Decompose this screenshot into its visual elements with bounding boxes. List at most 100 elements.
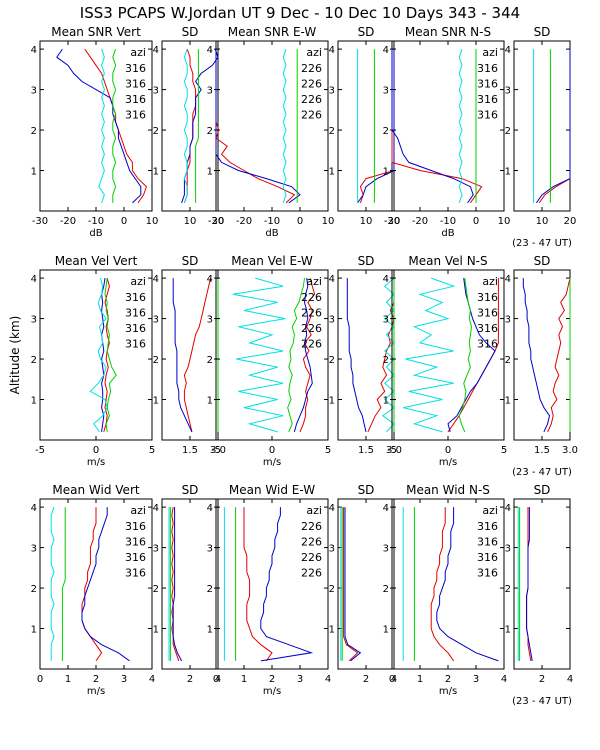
series-line-red [430,507,455,662]
main-ytick-label: 3 [31,86,37,97]
main-xtick-label: 3 [297,674,303,685]
sd-title: SD [534,25,551,39]
main-ytick-label: 1 [383,625,389,636]
series-line-green [112,48,117,203]
main-xtick-label: 2 [445,674,451,685]
legend-entry: 226 [301,520,322,533]
panel-mean-snr-vert: Mean SNR Vert 1 2 3 4 -30 -20 -10 0 10 dB azi 316 316… [31,25,225,239]
main-ytick-label: 2 [207,355,213,366]
y-axis-label: Altitude (km) [8,316,22,395]
main-ytick-label: 4 [207,45,213,56]
sd-ytick-label: 4 [153,274,159,285]
series-line-green [287,278,305,433]
x-axis-unit: dB [441,228,454,239]
sd-ytick-label: 3 [329,544,335,555]
main-xtick-label: 0 [213,674,219,685]
legend-header: azi [482,504,498,517]
legend-entry: 226 [301,93,322,106]
legend-entry: 226 [301,109,322,122]
sd-xtick-label: 2 [187,674,193,685]
main-xtick-label: 2 [93,674,99,685]
x-axis-unit: m/s [439,686,457,697]
panel-mean-vel-n-s: Mean Vel N-S 1 2 3 4 -5 0 5 m/s azi 316 316 316 316 SD… [383,254,578,478]
x-axis-unit: m/s [439,457,457,468]
sd-ytick-label: 3 [505,315,511,326]
main-xtick-label: 10 [498,216,511,227]
main-xtick-label: 0 [297,216,303,227]
legend-entry: 316 [125,62,146,75]
main-ytick-label: 1 [31,625,37,636]
sd-ytick-label: 3 [153,315,159,326]
panel-title: Mean Wid E-W [229,483,315,497]
panel-title: Mean SNR E-W [228,25,317,39]
sd-ytick-label: 1 [329,625,335,636]
legend-header: azi [482,275,498,288]
legend-header: azi [130,46,146,59]
sd-series-line-blue [172,507,183,662]
series-line-blue [293,278,313,433]
main-ytick-label: 2 [207,126,213,137]
series-line-red [243,507,273,662]
series-line-cyan [232,277,286,433]
main-ytick-label: 1 [383,396,389,407]
series-line-red [103,277,110,433]
main-ytick-label: 2 [207,584,213,595]
main-xtick-label: 5 [149,445,155,456]
panel-title: Mean Wid N-S [406,483,490,497]
sd-xtick-label: 4 [567,674,573,685]
main-ytick-label: 2 [383,355,389,366]
sd-xtick-label: 10 [536,216,549,227]
legend-entry: 316 [125,322,146,335]
main-ytick-label: 1 [383,167,389,178]
series-line-cyan [403,277,456,433]
main-xtick-label: 10 [322,216,335,227]
main-xtick-label: 3 [473,674,479,685]
main-xtick-label: 1 [417,674,423,685]
sd-xtick-label: 1.5 [534,445,550,456]
sd-series-line-blue [346,278,367,433]
panel-title: Mean Vel E-W [231,254,313,268]
series-line-green [458,278,473,433]
legend-entry: 226 [301,567,322,580]
sd-ytick-label: 2 [505,126,511,137]
series-line-blue [215,49,301,204]
time-range-note: (23 - 47 UT) [512,238,572,249]
sd-frame [513,498,571,670]
sd-ytick-label: 3 [505,86,511,97]
sd-xtick-label: 20 [564,216,577,227]
figure-title: ISS3 PCAPS W.Jordan UT 9 Dec - 10 Dec 10… [80,4,520,22]
main-xtick-label: 5 [501,445,507,456]
legend-entry: 316 [477,551,498,564]
sd-xtick-label: 1.5 [182,445,198,456]
sd-ytick-label: 4 [505,45,511,56]
main-ytick-label: 2 [383,584,389,595]
sd-title: SD [182,483,199,497]
main-xtick-label: -5 [387,445,397,456]
main-xtick-label: -10 [88,216,104,227]
legend-entry: 316 [125,307,146,320]
sd-series-line-blue [522,278,551,433]
main-xtick-label: 4 [149,674,155,685]
main-xtick-label: 0 [93,445,99,456]
legend-entry: 316 [477,567,498,580]
sd-ytick-label: 4 [329,503,335,514]
main-xtick-label: -20 [60,216,76,227]
sd-series-line-blue [535,49,571,204]
panel-mean-snr-n-s: Mean SNR N-S 1 2 3 4 -30 -20 -10 0 10 dB azi 316 316 3… [383,25,577,249]
main-xtick-label: -30 [384,216,400,227]
main-ytick-label: 1 [207,625,213,636]
legend-entry: 316 [477,291,498,304]
main-ytick-label: 1 [207,167,213,178]
legend-entry: 316 [125,291,146,304]
main-xtick-label: 2 [269,674,275,685]
legend-entry: 316 [125,93,146,106]
legend-header: azi [306,504,322,517]
sd-series-line-red [547,277,571,433]
series-line-red [215,49,296,204]
sd-xtick-label: 20 [388,216,401,227]
x-axis-unit: m/s [263,457,281,468]
legend-entry: 226 [301,78,322,91]
main-xtick-label: 0 [121,216,127,227]
